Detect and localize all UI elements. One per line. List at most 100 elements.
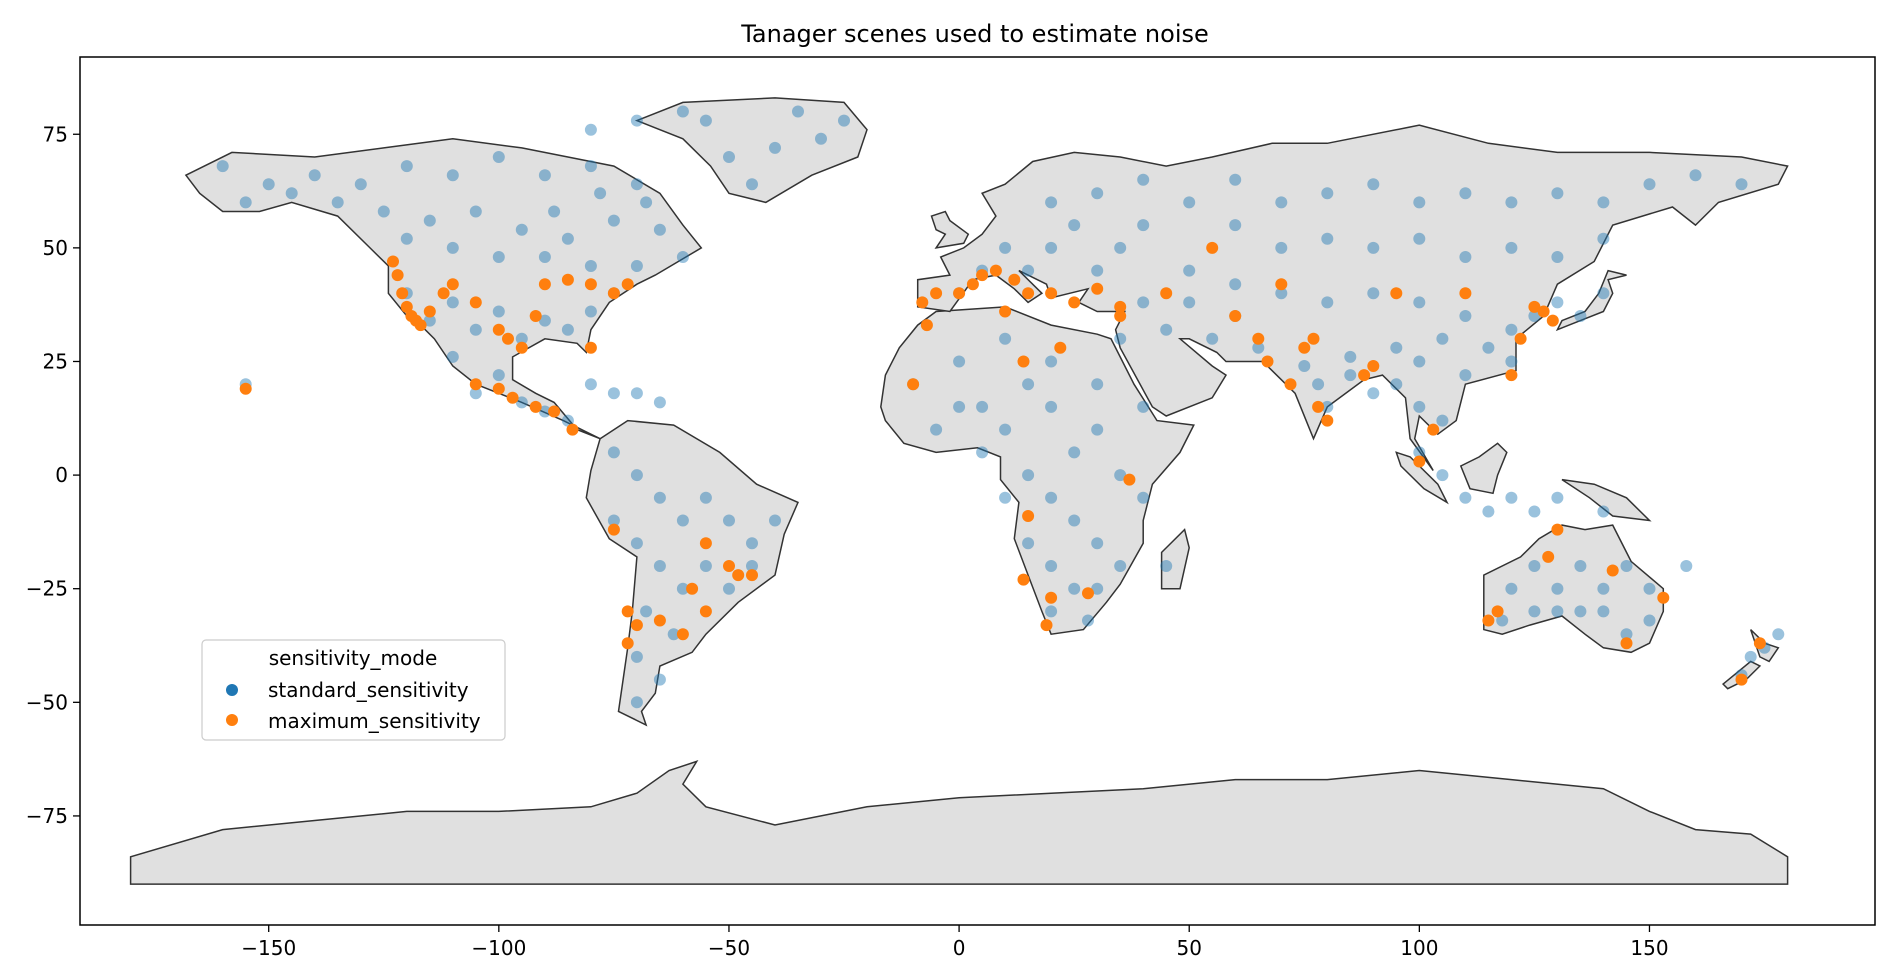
standard-sensitivity-point-30 (723, 151, 735, 163)
maximum-sensitivity-point-64 (1160, 287, 1173, 300)
standard-sensitivity-point-11 (423, 214, 436, 227)
standard-sensitivity-point-99 (1068, 582, 1081, 595)
standard-sensitivity-point-93 (1068, 446, 1081, 459)
standard-sensitivity-point-182 (1505, 491, 1518, 504)
standard-sensitivity-point-140 (1459, 251, 1472, 263)
standard-sensitivity-point-115 (1022, 264, 1035, 277)
standard-sensitivity-point-105 (1160, 560, 1173, 572)
axes-frame (79, 56, 1876, 926)
maximum-sensitivity-point-30 (630, 619, 643, 632)
standard-sensitivity-point-108 (976, 400, 989, 413)
standard-sensitivity-point-194 (1551, 605, 1564, 618)
standard-sensitivity-point-42 (492, 305, 505, 318)
standard-sensitivity-point-16 (653, 223, 666, 236)
standard-sensitivity-point-84 (1091, 378, 1104, 391)
standard-sensitivity-point-131 (1597, 196, 1610, 209)
standard-sensitivity-point-88 (1091, 423, 1104, 436)
maximum-sensitivity-point-28 (607, 523, 620, 536)
standard-sensitivity-point-124 (1275, 196, 1288, 209)
chart-title: Tanager scenes used to estimate noise (740, 20, 1209, 48)
x-tick-label: 100 (1400, 936, 1438, 960)
maximum-sensitivity-point-63 (1114, 300, 1127, 313)
standard-sensitivity-point-168 (1413, 400, 1426, 413)
maximum-sensitivity-point-58 (1022, 510, 1035, 522)
maximum-sensitivity-point-56 (1054, 341, 1067, 354)
standard-sensitivity-point-162 (1183, 296, 1196, 309)
standard-sensitivity-point-188 (1574, 560, 1587, 572)
standard-sensitivity-point-104 (1114, 560, 1127, 572)
standard-sensitivity-point-66 (746, 537, 758, 550)
maximum-sensitivity-point-27 (239, 382, 252, 395)
maximum-sensitivity-point-75 (1358, 369, 1371, 382)
standard-sensitivity-point-118 (1137, 219, 1150, 232)
maximum-sensitivity-point-10 (469, 296, 482, 309)
maximum-sensitivity-point-25 (566, 423, 579, 436)
standard-sensitivity-point-13 (515, 223, 528, 236)
standard-sensitivity-point-134 (1735, 178, 1748, 191)
maximum-sensitivity-point-2 (396, 287, 409, 300)
maximum-sensitivity-point-26 (584, 341, 597, 354)
standard-sensitivity-point-73 (630, 537, 643, 550)
standard-sensitivity-point-114 (1068, 219, 1081, 232)
standard-sensitivity-point-15 (607, 214, 620, 227)
standard-sensitivity-point-185 (1597, 505, 1610, 518)
standard-sensitivity-point-98 (1045, 560, 1058, 572)
legend-marker-standard (226, 684, 238, 696)
maximum-sensitivity-point-53 (907, 378, 920, 391)
legend-label-maximum: maximum_sensitivity (268, 709, 481, 733)
maximum-sensitivity-point-79 (1413, 455, 1426, 468)
standard-sensitivity-point-45 (423, 314, 436, 327)
maximum-sensitivity-point-77 (1390, 287, 1403, 300)
standard-sensitivity-point-48 (561, 323, 574, 336)
x-tick-label: 150 (1630, 936, 1668, 960)
maximum-sensitivity-point-83 (1537, 305, 1550, 318)
standard-sensitivity-point-177 (1597, 287, 1610, 300)
maximum-sensitivity-point-89 (1491, 605, 1504, 618)
maximum-sensitivity-point-52 (999, 305, 1012, 318)
standard-sensitivity-point-112 (999, 241, 1012, 254)
x-tick-label: −100 (471, 936, 526, 960)
maximum-sensitivity-point-70 (1284, 378, 1297, 391)
maximum-sensitivity-point-9 (446, 278, 459, 291)
maximum-sensitivity-point-62 (1082, 587, 1094, 600)
standard-sensitivity-point-71 (723, 582, 735, 595)
maximum-sensitivity-point-94 (1753, 637, 1766, 650)
maximum-sensitivity-point-60 (1040, 619, 1053, 632)
maximum-sensitivity-point-19 (621, 278, 634, 291)
standard-sensitivity-point-56 (584, 378, 597, 391)
standard-sensitivity-point-138 (1367, 241, 1380, 254)
standard-sensitivity-point-159 (1160, 323, 1173, 336)
standard-sensitivity-point-172 (1459, 369, 1472, 382)
maximum-sensitivity-point-46 (1008, 273, 1021, 286)
standard-sensitivity-point-130 (1551, 187, 1564, 200)
standard-sensitivity-point-72 (746, 560, 758, 572)
standard-sensitivity-point-41 (446, 296, 459, 309)
y-tick-label: 0 (55, 463, 68, 487)
maximum-sensitivity-point-0 (387, 255, 399, 268)
maximum-sensitivity-point-67 (1252, 332, 1265, 345)
maximum-sensitivity-point-68 (1261, 355, 1274, 368)
standard-sensitivity-point-92 (1022, 469, 1035, 482)
maximum-sensitivity-point-90 (1606, 564, 1619, 577)
standard-sensitivity-point-44 (584, 305, 597, 318)
standard-sensitivity-point-142 (1551, 251, 1564, 263)
x-axis: −150 −100 −50 0 50 100 150 (241, 925, 1669, 960)
standard-sensitivity-point-113 (1045, 241, 1058, 254)
standard-sensitivity-point-55 (561, 414, 574, 427)
standard-sensitivity-point-149 (1413, 296, 1426, 309)
standard-sensitivity-point-150 (1459, 310, 1472, 322)
standard-sensitivity-point-100 (1091, 582, 1104, 595)
standard-sensitivity-point-35 (699, 114, 712, 127)
maximum-sensitivity-point-73 (1321, 414, 1334, 427)
standard-sensitivity-point-91 (976, 446, 989, 459)
standard-sensitivity-point-47 (515, 332, 528, 345)
x-tick-label: −150 (241, 936, 296, 960)
standard-sensitivity-point-161 (1137, 296, 1150, 309)
standard-sensitivity-point-146 (1275, 287, 1288, 300)
standard-sensitivity-point-136 (1275, 241, 1288, 254)
maximum-sensitivity-point-35 (699, 605, 712, 618)
legend-marker-maximum (226, 714, 238, 726)
standard-sensitivity-point-153 (1436, 332, 1449, 345)
maximum-sensitivity-point-39 (723, 560, 735, 572)
standard-sensitivity-point-25 (630, 260, 643, 272)
